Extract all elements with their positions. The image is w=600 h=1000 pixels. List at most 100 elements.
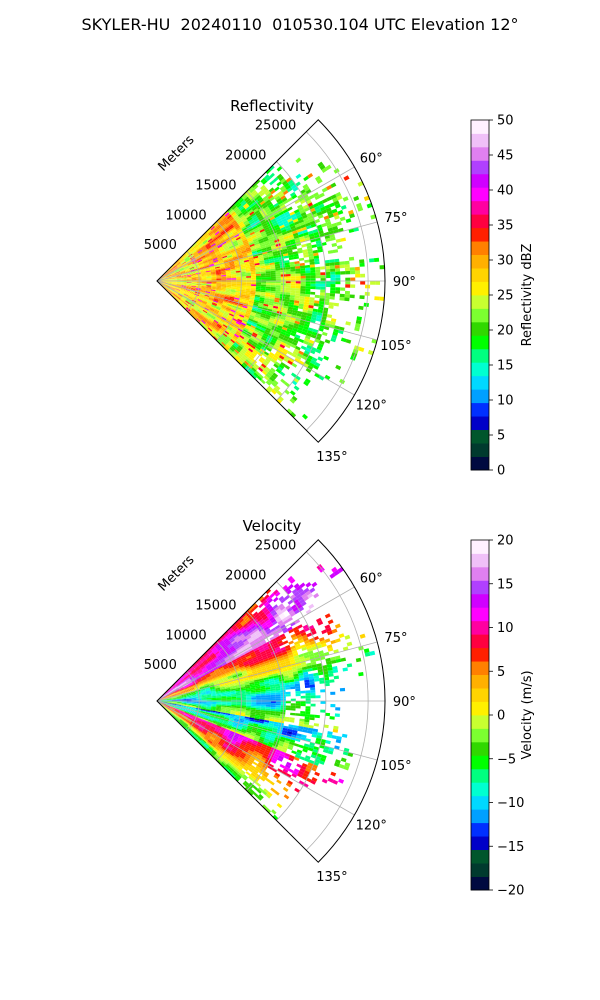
data-cell bbox=[229, 297, 235, 301]
data-cell bbox=[295, 281, 301, 284]
data-cell bbox=[171, 282, 177, 283]
data-cell bbox=[264, 259, 270, 263]
data-cell bbox=[196, 248, 202, 252]
data-cell bbox=[198, 263, 204, 266]
data-cell bbox=[198, 315, 204, 320]
data-cell bbox=[237, 239, 243, 244]
data-cell bbox=[282, 668, 288, 672]
data-cell bbox=[274, 186, 280, 192]
data-cell bbox=[244, 360, 250, 366]
data-cell bbox=[161, 697, 167, 700]
data-cell bbox=[191, 275, 197, 277]
data-cell bbox=[214, 326, 220, 331]
data-cell bbox=[259, 242, 265, 246]
data-cell bbox=[214, 318, 220, 323]
data-cell bbox=[176, 286, 181, 289]
data-cell bbox=[179, 687, 184, 691]
data-cell bbox=[255, 665, 261, 669]
data-cell bbox=[231, 695, 237, 698]
data-cell bbox=[222, 303, 228, 307]
data-cell bbox=[215, 686, 220, 689]
data-cell bbox=[175, 691, 181, 694]
data-cell bbox=[206, 229, 212, 234]
data-cell bbox=[217, 235, 223, 240]
data-cell bbox=[193, 252, 199, 257]
data-cell bbox=[313, 192, 319, 198]
data-cell bbox=[329, 716, 335, 720]
data-cell bbox=[213, 641, 218, 646]
data-cell bbox=[225, 307, 231, 311]
data-cell bbox=[175, 297, 180, 301]
data-cell bbox=[322, 310, 328, 315]
data-cell bbox=[264, 316, 271, 320]
data-cell bbox=[233, 298, 240, 302]
data-cell bbox=[219, 668, 225, 672]
data-cell bbox=[200, 254, 206, 258]
data-cell bbox=[171, 276, 177, 279]
data-cell bbox=[300, 275, 306, 279]
data-cell bbox=[259, 295, 265, 299]
data-cell bbox=[205, 288, 211, 291]
data-cell bbox=[241, 307, 248, 311]
data-cell bbox=[224, 685, 230, 688]
data-cell bbox=[222, 216, 227, 222]
data-cell bbox=[280, 615, 286, 620]
data-cell bbox=[161, 276, 167, 279]
data-cell bbox=[245, 334, 251, 339]
data-cell bbox=[217, 234, 222, 239]
data-cell bbox=[235, 655, 241, 660]
data-cell bbox=[226, 252, 232, 256]
data-cell bbox=[256, 344, 263, 349]
data-cell bbox=[213, 320, 218, 325]
data-cell bbox=[256, 334, 262, 339]
data-cell bbox=[257, 225, 263, 230]
data-cell bbox=[204, 233, 209, 238]
azimuth-tick-label: 135° bbox=[316, 450, 347, 465]
data-cell bbox=[165, 286, 170, 290]
data-cell bbox=[237, 360, 243, 366]
data-cell bbox=[180, 298, 185, 303]
data-cell bbox=[241, 225, 247, 230]
data-cell bbox=[259, 680, 265, 683]
data-cell bbox=[295, 273, 301, 277]
data-cell bbox=[320, 278, 326, 281]
data-cell bbox=[270, 367, 276, 373]
data-cell bbox=[334, 265, 340, 269]
data-cell bbox=[299, 236, 305, 240]
data-cell bbox=[166, 277, 172, 280]
data-cell bbox=[244, 345, 250, 350]
data-cell bbox=[265, 244, 271, 248]
data-cell bbox=[286, 408, 293, 415]
data-cell bbox=[274, 352, 281, 358]
data-cell bbox=[188, 295, 193, 299]
data-cell bbox=[160, 274, 165, 278]
data-cell bbox=[215, 267, 221, 270]
data-cell bbox=[292, 668, 298, 673]
data-cell bbox=[215, 292, 221, 295]
data-cell bbox=[249, 337, 255, 342]
data-cell bbox=[317, 666, 323, 670]
data-cell bbox=[345, 321, 351, 326]
data-cell bbox=[208, 261, 214, 265]
data-cell bbox=[253, 208, 259, 213]
data-cell bbox=[213, 657, 218, 662]
data-cell bbox=[246, 697, 252, 700]
data-cell bbox=[258, 647, 264, 651]
data-cell bbox=[228, 245, 234, 249]
data-cell bbox=[330, 268, 336, 272]
data-cell bbox=[273, 333, 280, 338]
data-cell bbox=[280, 624, 286, 630]
data-cell bbox=[168, 290, 172, 295]
data-cell bbox=[236, 638, 242, 643]
colorbar-tick-label: 5 bbox=[497, 429, 505, 444]
data-cell bbox=[280, 646, 286, 651]
data-cell bbox=[246, 694, 251, 697]
data-cell bbox=[307, 650, 314, 655]
data-cell bbox=[379, 265, 385, 270]
data-cell bbox=[211, 282, 217, 285]
data-cell bbox=[161, 699, 167, 701]
data-cell bbox=[329, 293, 335, 297]
data-cell bbox=[230, 687, 236, 690]
data-cell bbox=[187, 262, 193, 266]
data-cell bbox=[184, 290, 190, 293]
